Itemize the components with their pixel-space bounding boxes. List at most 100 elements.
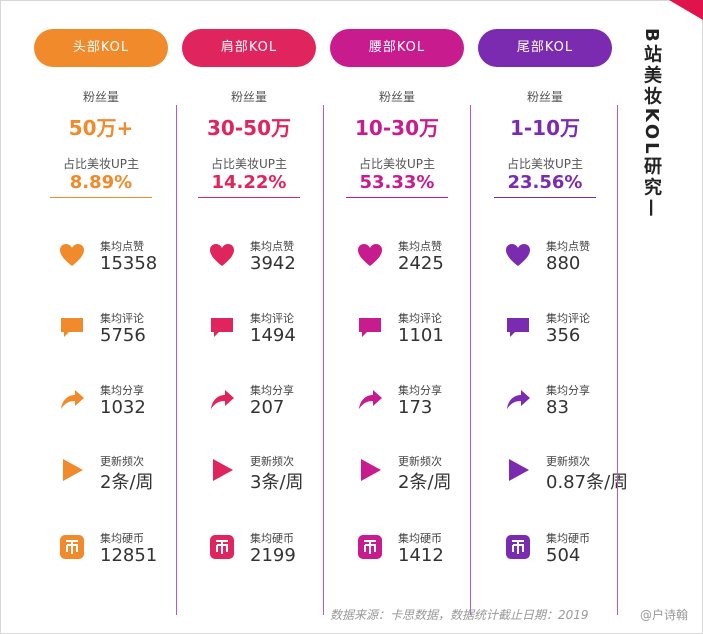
- metric-row: 集均硬币 1412: [356, 530, 496, 570]
- metric-label: 集均分享: [546, 384, 590, 397]
- metric-value: 2条/周: [100, 472, 154, 493]
- watermark: @户诗翰: [640, 608, 689, 622]
- metric-value: 15358: [100, 253, 158, 274]
- metric-row: 集均分享 207: [208, 382, 348, 422]
- underline: [50, 197, 152, 198]
- column-divider: [323, 105, 324, 615]
- metric-label: 集均点赞: [100, 240, 144, 253]
- metric-row: 集均分享 83: [504, 382, 644, 422]
- heart-icon: [208, 241, 236, 269]
- metric-row: 更新频次 3条/周: [208, 453, 348, 493]
- share-icon: [504, 385, 532, 413]
- metric-value: 356: [546, 325, 581, 346]
- fans-label: 粉丝量: [378, 90, 415, 104]
- metric-row: 集均分享 173: [356, 382, 496, 422]
- metric-label: 集均硬币: [546, 532, 590, 545]
- metric-label: 集均点赞: [398, 240, 442, 253]
- metric-label: 集均评论: [546, 312, 590, 325]
- metric-label: 更新频次: [100, 455, 144, 468]
- fans-label: 粉丝量: [82, 90, 119, 104]
- metric-row: 集均点赞 15358: [58, 238, 198, 278]
- metric-label: 集均硬币: [100, 532, 144, 545]
- share-icon: [58, 385, 86, 413]
- share-icon: [356, 385, 384, 413]
- metric-value: 3条/周: [250, 472, 304, 493]
- fans-label: 粉丝量: [230, 90, 267, 104]
- coin-icon: [208, 533, 236, 561]
- metric-row: 更新频次 0.87条/周: [504, 453, 644, 493]
- kol-tier-header: 腰部KOL: [330, 29, 464, 67]
- play-icon: [504, 456, 532, 484]
- metric-label: 集均点赞: [546, 240, 590, 253]
- metric-value: 207: [250, 397, 285, 418]
- metric-label: 集均评论: [398, 312, 442, 325]
- metric-value: 1032: [100, 397, 146, 418]
- metric-value: 1101: [398, 325, 444, 346]
- fans-value: 50万+: [68, 116, 134, 140]
- play-icon: [58, 456, 86, 484]
- page-title: B站美妆KOL研究—: [641, 28, 662, 220]
- fans-value: 10-30万: [355, 116, 439, 140]
- kol-column: 头部KOL 粉丝量 50万+ 占比美妆UP主 8.89% 集均点赞 15358 …: [30, 0, 180, 634]
- metric-value: 5756: [100, 325, 146, 346]
- metric-label: 更新频次: [250, 455, 294, 468]
- metric-value: 173: [398, 397, 433, 418]
- column-divider: [176, 105, 177, 615]
- ratio-label: 占比美妆UP主: [210, 157, 288, 171]
- ratio-value: 8.89%: [69, 172, 133, 193]
- metric-value: 12851: [100, 545, 158, 566]
- metric-label: 集均分享: [398, 384, 442, 397]
- metric-row: 集均评论 1101: [356, 310, 496, 350]
- coin-icon: [356, 533, 384, 561]
- comment-icon: [356, 313, 384, 341]
- metric-row: 集均硬币 12851: [58, 530, 198, 570]
- metric-label: 更新频次: [398, 455, 442, 468]
- metric-row: 集均评论 356: [504, 310, 644, 350]
- metric-label: 集均点赞: [250, 240, 294, 253]
- kol-tier-header: 肩部KOL: [182, 29, 316, 67]
- underline: [346, 197, 448, 198]
- coin-icon: [504, 533, 532, 561]
- play-icon: [208, 456, 236, 484]
- metric-label: 更新频次: [546, 455, 590, 468]
- metric-value: 3942: [250, 253, 296, 274]
- metric-row: 集均点赞 880: [504, 238, 644, 278]
- share-icon: [208, 385, 236, 413]
- metric-row: 集均评论 5756: [58, 310, 198, 350]
- metric-value: 0.87条/周: [546, 472, 629, 493]
- underline: [494, 197, 596, 198]
- heart-icon: [504, 241, 532, 269]
- metric-label: 集均分享: [250, 384, 294, 397]
- kol-column: 腰部KOL 粉丝量 10-30万 占比美妆UP主 53.33% 集均点赞 242…: [326, 0, 476, 634]
- fans-value: 1-10万: [509, 116, 581, 140]
- metric-label: 集均分享: [100, 384, 144, 397]
- metric-row: 集均硬币 504: [504, 530, 644, 570]
- metric-label: 集均硬币: [398, 532, 442, 545]
- ratio-label: 占比美妆UP主: [62, 157, 140, 171]
- ratio-label: 占比美妆UP主: [506, 157, 584, 171]
- column-divider: [470, 105, 471, 615]
- kol-tier-header: 头部KOL: [34, 29, 168, 67]
- play-icon: [356, 456, 384, 484]
- kol-tier-header: 尾部KOL: [478, 29, 612, 67]
- metric-value: 83: [546, 397, 569, 418]
- metric-value: 880: [546, 253, 581, 274]
- metric-row: 集均评论 1494: [208, 310, 348, 350]
- kol-column: 肩部KOL 粉丝量 30-50万 占比美妆UP主 14.22% 集均点赞 394…: [178, 0, 328, 634]
- column-divider: [617, 105, 618, 615]
- metric-row: 集均分享 1032: [58, 382, 198, 422]
- kol-column: 尾部KOL 粉丝量 1-10万 占比美妆UP主 23.56% 集均点赞 880 …: [474, 0, 628, 634]
- metric-value: 2条/周: [398, 472, 452, 493]
- metric-value: 2425: [398, 253, 444, 274]
- corner-decoration: [669, 0, 703, 20]
- metric-row: 集均点赞 3942: [208, 238, 348, 278]
- fans-label: 粉丝量: [526, 90, 563, 104]
- metric-row: 集均硬币 2199: [208, 530, 348, 570]
- ratio-value: 23.56%: [507, 172, 583, 193]
- metric-value: 1412: [398, 545, 444, 566]
- comment-icon: [208, 313, 236, 341]
- metric-value: 504: [546, 545, 581, 566]
- ratio-label: 占比美妆UP主: [358, 157, 436, 171]
- fans-value: 30-50万: [207, 116, 291, 140]
- metric-row: 更新频次 2条/周: [356, 453, 496, 493]
